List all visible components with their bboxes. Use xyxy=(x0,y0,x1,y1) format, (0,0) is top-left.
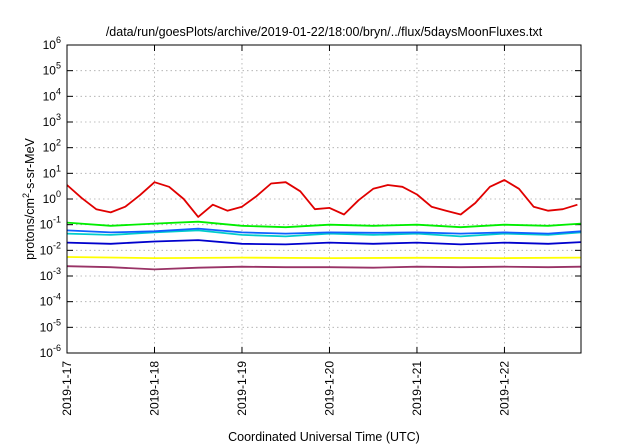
y-tick-label: 101 xyxy=(43,163,61,180)
y-tick-label: 106 xyxy=(43,35,61,52)
series-line-3 xyxy=(66,229,582,238)
y-tick-label: 103 xyxy=(43,112,61,129)
y-tick-label: 100 xyxy=(43,189,61,206)
y-tick-label: 10-4 xyxy=(40,292,61,309)
y-tick-label: 10-1 xyxy=(40,215,61,232)
y-tick-label: 10-2 xyxy=(40,240,61,257)
y-axis-label-main: protons/cm xyxy=(23,198,37,260)
series-line-2 xyxy=(66,220,582,229)
x-axis-label: Coordinated Universal Time (UTC) xyxy=(228,430,420,444)
series-line-1 xyxy=(66,179,578,218)
y-tick-label: 10-5 xyxy=(40,317,61,334)
x-tick-label: 2019-1-17 xyxy=(60,361,74,416)
series-line-6 xyxy=(66,256,582,260)
y-tick-label: 102 xyxy=(43,138,61,155)
x-tick-label: 2019-1-20 xyxy=(322,361,336,416)
series-line-4 xyxy=(66,227,582,235)
grid-lines xyxy=(67,45,581,353)
x-axis-ticks: 2019-1-17 2019-1-18 2019-1-19 2019-1-20 2019… xyxy=(60,45,511,416)
series-lines xyxy=(66,179,582,271)
y-axis-label: protons/cm2-s-sr-MeV xyxy=(21,137,37,259)
plot-frame xyxy=(66,44,582,354)
y-tick-label: 10-3 xyxy=(40,266,61,283)
chart-title: /data/run/goesPlots/archive/2019-01-22/1… xyxy=(106,25,543,39)
series-line-5 xyxy=(66,239,582,246)
x-tick-label: 2019-1-21 xyxy=(410,361,424,416)
y-tick-label: 104 xyxy=(43,86,61,103)
y-axis-label-rest: -s-sr-MeV xyxy=(23,137,37,193)
y-axis-label-superscript: 2 xyxy=(21,193,31,198)
x-tick-label: 2019-1-22 xyxy=(497,361,511,416)
y-axis-ticks: 10-6 10-5 10-4 10-3 10-2 10-1 100 101 102 103 104 1… xyxy=(40,35,581,360)
y-tick-label: 105 xyxy=(43,61,61,78)
x-tick-label: 2019-1-18 xyxy=(147,361,161,416)
series-line-7 xyxy=(66,265,582,271)
y-tick-label: 10-6 xyxy=(40,343,61,360)
x-tick-label: 2019-1-19 xyxy=(235,361,249,416)
